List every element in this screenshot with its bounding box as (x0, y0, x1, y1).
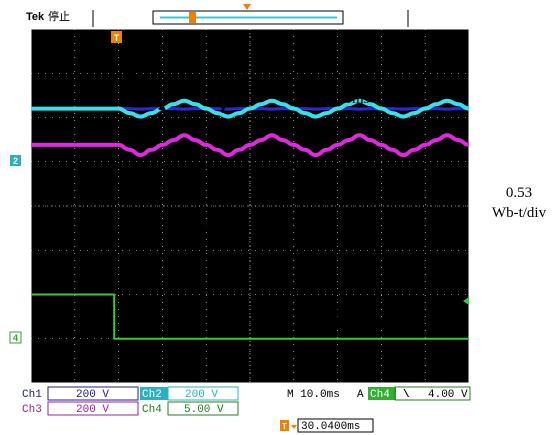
waveform-traces (30, 98, 470, 340)
ch2-label: Ch2 (142, 389, 162, 401)
trigger-position-marker: T (282, 422, 287, 431)
arrowhead-icon (158, 104, 167, 113)
trace-ch3 (31, 133, 470, 158)
annotation-lambda-ld-star: λ e* Ld (208, 41, 245, 80)
svg-text:e*: e* (226, 41, 239, 56)
trigger-level: 4.00 V (428, 389, 468, 401)
arrow-right-icon (373, 78, 381, 86)
annotation-delta-equation: Δλ e Ld = λ e* Ld - λ e Ld (136, 201, 286, 238)
trigger-delay-arrow-icon (291, 425, 297, 429)
acquisition-status: 停止 (48, 9, 70, 23)
trigger-position-arrow-icon (243, 4, 251, 10)
svg-text:Ld: Ld (219, 223, 236, 238)
svg-text:Ld: Ld (126, 68, 143, 83)
header-bar: Tek 停止 (26, 4, 409, 27)
ch4-value: 5.00 V (184, 404, 224, 416)
ch2-marker-label: 2 (13, 156, 18, 166)
ch1-value-box[interactable] (47, 386, 139, 401)
ch4-marker-label: 4 (13, 333, 18, 343)
graticule (30, 28, 470, 384)
time-span-indicator: 10ms (336, 78, 381, 107)
svg-text:λ: λ (252, 209, 263, 235)
ch2-ground-marker[interactable]: 2 (10, 155, 21, 166)
brand-label: Tek (26, 11, 45, 23)
arrow-left-icon (336, 78, 344, 86)
ch1-value: 200 V (76, 389, 109, 401)
ch4-label: Ch4 (142, 404, 162, 416)
svg-text:e*: e* (219, 201, 232, 216)
trigger-source: Ch4 (370, 389, 390, 401)
trace-ch2 (30, 98, 470, 119)
ch4-ground-marker[interactable]: 4 (9, 331, 22, 344)
ch1-label: Ch1 (22, 389, 42, 401)
svg-text:λ: λ (202, 209, 213, 235)
inv-starts-label: INV starts (333, 304, 424, 329)
ch3-label: Ch3 (22, 404, 42, 416)
trigger-position-icon (280, 420, 289, 431)
ch2-label-box (140, 387, 168, 400)
trigger-marker-label: T (114, 33, 120, 43)
ch4-value-box[interactable] (167, 401, 239, 416)
svg-text:Δλ: Δλ (136, 209, 161, 235)
time-span-label: 10ms (337, 91, 370, 107)
trigger-source-box[interactable] (368, 387, 396, 400)
trigger-level-arrow-icon (463, 297, 469, 305)
svg-text:-: - (242, 208, 249, 233)
svg-text:e: e (270, 202, 276, 217)
svg-text:Ld: Ld (228, 65, 245, 80)
svg-text:=: = (186, 211, 200, 237)
trigger-slope-icon: \ (403, 389, 410, 401)
scale-value: 0.53 (506, 185, 532, 201)
trigger-marker-top[interactable]: T (111, 31, 122, 43)
svg-text:Ld: Ld (167, 223, 184, 238)
ch2-value: 200 V (185, 389, 218, 401)
trigger-position-box[interactable] (297, 418, 374, 433)
svg-text:Ld: Ld (269, 223, 286, 238)
scale-unit: Wb-t/div (492, 205, 547, 221)
annotation-lambda-ld: λ e Ld (106, 48, 143, 83)
arrowhead-icon (249, 166, 258, 175)
svg-text:e: e (168, 202, 174, 217)
arrowhead-icon (221, 103, 227, 113)
svg-text:λ: λ (208, 46, 220, 75)
trigger-mode: A (357, 389, 364, 401)
trigger-position: 30.0400ms (301, 421, 360, 433)
ch2-value-box[interactable] (167, 386, 239, 401)
timebase[interactable]: M 10.0ms (287, 389, 340, 401)
svg-text:λ: λ (106, 49, 118, 78)
ch3-value: 200 V (76, 404, 109, 416)
trigger-level-box[interactable] (394, 386, 471, 401)
svg-text:e: e (124, 48, 130, 63)
ch3-value-box[interactable] (47, 401, 139, 416)
record-trigger-indicator (189, 12, 196, 23)
channel-readout: Ch1 200 V Ch2 200 V Ch3 200 V Ch4 5.00 V… (22, 386, 471, 433)
trace-ch4 (31, 293, 469, 340)
